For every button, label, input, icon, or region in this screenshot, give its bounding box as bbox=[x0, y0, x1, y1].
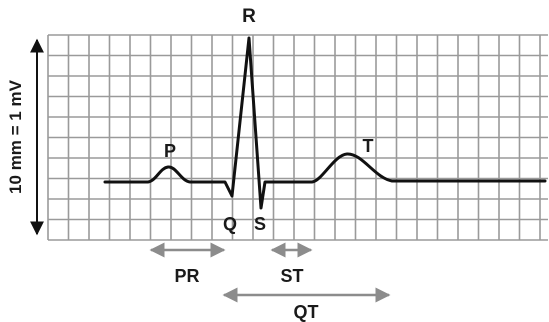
wave-label-r: R bbox=[242, 6, 256, 27]
ecg-trace bbox=[103, 36, 547, 210]
interval-label-st: ST bbox=[280, 266, 303, 286]
interval-label-pr: PR bbox=[174, 266, 199, 286]
scale-label: 10 mm = 1 mV bbox=[6, 79, 25, 194]
wave-label-s: S bbox=[254, 214, 266, 234]
wave-label-t: T bbox=[363, 136, 374, 156]
wave-label-q: Q bbox=[223, 214, 237, 234]
ecg-grid bbox=[47, 34, 548, 241]
interval-label-qt: QT bbox=[294, 302, 319, 322]
wave-label-p: P bbox=[164, 141, 176, 161]
